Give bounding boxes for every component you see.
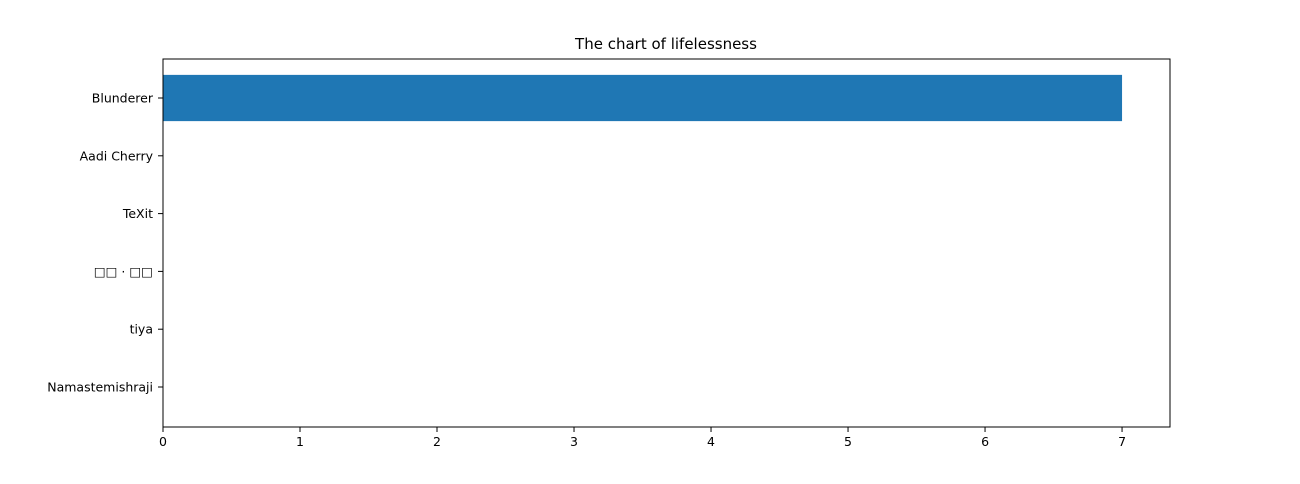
y-tick-label-3: □□ · □□: [94, 264, 153, 279]
x-tick-label-1: 1: [296, 434, 304, 449]
bars-layer: [163, 74, 1123, 122]
x-tick-label-5: 5: [844, 434, 852, 449]
y-axis: Blunderer Aadi Cherry TeXit □□ · □□ tiya Nama…: [47, 91, 163, 395]
x-axis: 0 1 2 3 4 5 6 7: [159, 427, 1126, 449]
x-tick-label-0: 0: [159, 434, 167, 449]
chart-title: The chart of lifelessness: [574, 35, 757, 53]
x-tick-label-6: 6: [981, 434, 989, 449]
y-tick-label-2: TeXit: [122, 206, 153, 221]
x-tick-label-4: 4: [707, 434, 715, 449]
plot-frame: [162, 58, 1171, 428]
y-tick-label-4: tiya: [130, 322, 153, 337]
x-tick-label-2: 2: [433, 434, 441, 449]
x-tick-label-3: 3: [570, 434, 578, 449]
bar-0: [163, 74, 1123, 122]
y-tick-label-1: Aadi Cherry: [80, 148, 154, 163]
y-tick-label-0: Blunderer: [92, 91, 154, 106]
y-tick-label-5: Namastemishraji: [47, 380, 153, 395]
x-tick-label-7: 7: [1118, 434, 1126, 449]
